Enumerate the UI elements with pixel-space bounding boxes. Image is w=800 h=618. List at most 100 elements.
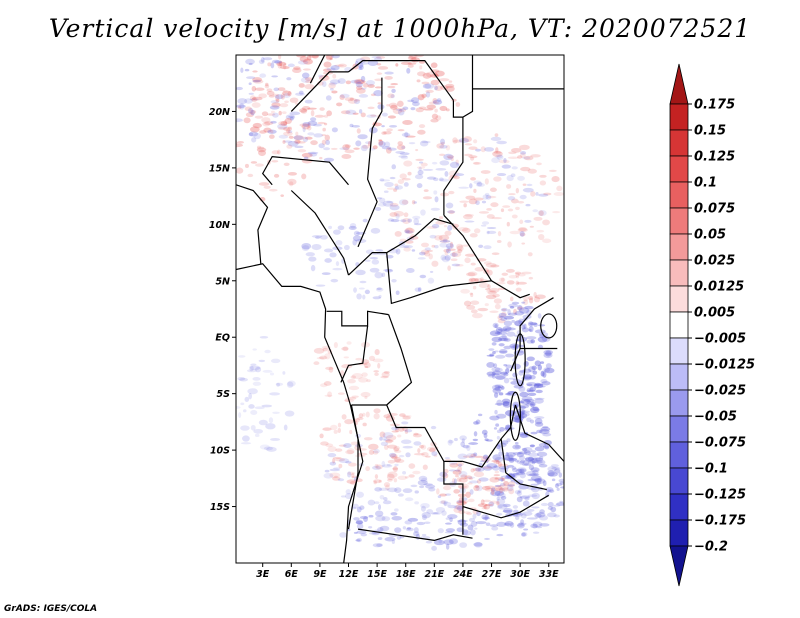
field-speckle: [445, 144, 451, 151]
field-speckle: [325, 55, 334, 60]
field-speckle: [319, 156, 323, 160]
field-speckle: [503, 377, 510, 384]
field-speckle: [304, 99, 313, 104]
field-speckle: [355, 81, 363, 88]
field-speckle: [266, 446, 277, 452]
field-speckle: [294, 145, 304, 149]
field-speckle: [506, 175, 514, 182]
field-speckle: [356, 128, 361, 134]
field-speckle: [374, 463, 379, 469]
field-speckle: [517, 306, 523, 309]
field-speckle: [514, 310, 524, 316]
field-speckle: [529, 444, 536, 447]
field-speckle: [246, 76, 256, 80]
field-speckle: [455, 263, 464, 267]
field-speckle: [510, 479, 515, 483]
field-speckle: [507, 474, 516, 478]
field-speckle: [358, 377, 368, 383]
field-speckle: [494, 367, 503, 373]
field-speckle: [432, 99, 443, 105]
field-speckle: [287, 140, 299, 147]
field-speckle: [527, 168, 537, 174]
field-speckle: [342, 346, 349, 352]
field-speckle: [506, 280, 515, 285]
field-speckle: [389, 202, 399, 207]
field-speckle: [523, 155, 534, 161]
field-speckle: [439, 178, 450, 182]
field-speckle: [500, 208, 505, 213]
field-speckle: [533, 291, 537, 298]
field-speckle: [392, 107, 403, 115]
field-speckle: [498, 478, 505, 482]
field-speckle: [440, 254, 447, 261]
field-speckle: [248, 92, 254, 95]
field-speckle: [349, 429, 353, 435]
field-speckle: [491, 157, 500, 164]
field-speckle: [499, 482, 506, 487]
x-tick-label: 15E: [367, 569, 387, 580]
x-tick-label: 12E: [339, 569, 359, 580]
field-speckle: [228, 94, 232, 100]
field-speckle: [530, 401, 537, 407]
field-speckle: [521, 463, 532, 466]
field-speckle: [447, 514, 458, 519]
field-speckle: [308, 55, 319, 58]
field-speckle: [517, 200, 525, 204]
field-speckle: [548, 489, 555, 493]
field-speckle: [327, 452, 337, 458]
field-speckle: [422, 168, 434, 171]
field-speckle: [539, 429, 550, 435]
field-speckle: [493, 176, 502, 182]
field-speckle: [521, 301, 526, 304]
field-speckle: [345, 80, 352, 85]
field-speckle: [421, 81, 430, 85]
field-speckle: [447, 210, 455, 215]
field-speckle: [445, 493, 452, 496]
field-speckle: [421, 533, 427, 537]
field-speckle: [442, 238, 448, 243]
field-speckle: [259, 73, 267, 78]
field-speckle: [526, 183, 533, 187]
field-speckle: [542, 480, 547, 487]
field-speckle: [311, 55, 320, 59]
field-speckle: [284, 410, 295, 417]
field-speckle: [300, 77, 310, 83]
field-speckle: [520, 166, 531, 172]
field-speckle: [365, 411, 370, 418]
field-speckle: [332, 456, 342, 459]
field-speckle: [378, 487, 389, 491]
field-speckle: [316, 42, 326, 47]
field-speckle: [269, 105, 280, 110]
field-speckle: [448, 538, 459, 545]
field-speckle: [396, 535, 402, 540]
field-speckle: [394, 508, 399, 512]
field-speckle: [505, 392, 512, 396]
field-speckle: [303, 58, 313, 65]
field-speckle: [524, 496, 530, 501]
field-speckle: [457, 493, 467, 498]
field-speckle: [238, 355, 246, 358]
field-speckle: [530, 401, 535, 408]
field-speckle: [466, 453, 477, 458]
field-speckle: [501, 386, 505, 390]
field-speckle: [236, 143, 244, 148]
field-speckle: [533, 457, 544, 462]
field-speckle: [271, 150, 280, 155]
field-speckle: [542, 425, 549, 429]
field-speckle: [496, 154, 504, 160]
field-speckle: [543, 439, 552, 446]
x-tick-label: 21E: [424, 569, 444, 580]
field-speckle: [345, 450, 355, 455]
field-speckle: [420, 249, 430, 255]
field-speckle: [251, 102, 261, 108]
field-speckle: [526, 400, 532, 405]
field-speckle: [486, 207, 492, 211]
border-line: [548, 444, 564, 462]
field-speckle: [419, 444, 425, 449]
field-speckle: [236, 167, 244, 174]
field-speckle: [433, 454, 438, 458]
field-speckle: [489, 330, 501, 337]
field-speckle: [501, 308, 507, 311]
field-speckle: [383, 370, 390, 374]
field-speckle: [252, 70, 258, 73]
